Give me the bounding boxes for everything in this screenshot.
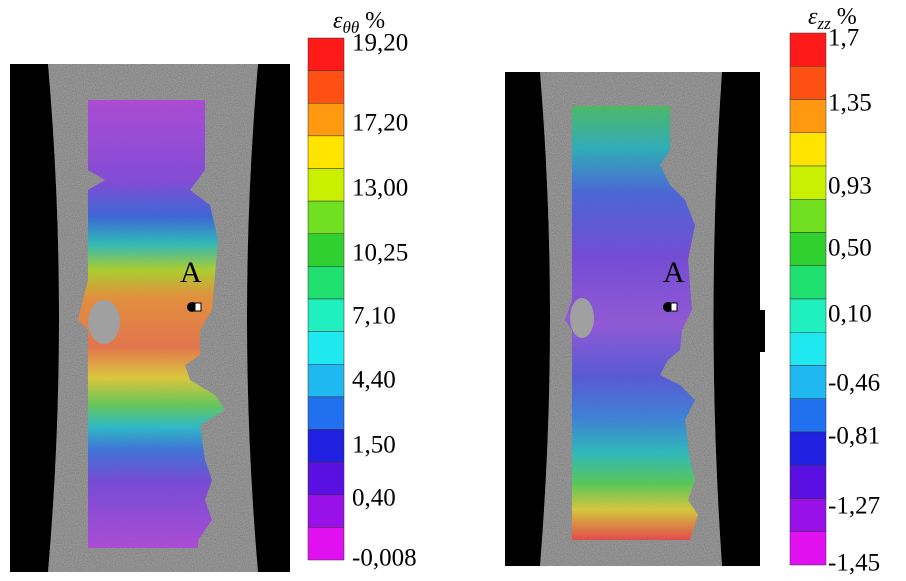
colorbar-band bbox=[789, 398, 827, 433]
colorbar-band bbox=[307, 396, 345, 430]
colorbar: 19,20 17,20 13,00 10,25 7,10 4,40 1,50 0,40 -0,0… bbox=[307, 30, 417, 572]
colorbar-title: εzz% bbox=[808, 4, 857, 33]
colorbar-label: 4,40 bbox=[352, 367, 396, 394]
colorbar-title: εθθ% bbox=[333, 8, 385, 37]
colorbar-label: 1,50 bbox=[352, 432, 396, 459]
colorbar-band bbox=[307, 461, 345, 495]
colorbar-band bbox=[307, 527, 345, 561]
colorbar-band bbox=[789, 498, 827, 532]
colorbar-band bbox=[307, 70, 345, 104]
colorbar-label: 10,25 bbox=[352, 240, 408, 267]
colorbar-label: 1,35 bbox=[828, 90, 872, 117]
colorbar-band bbox=[789, 32, 827, 67]
image-edge bbox=[760, 310, 765, 352]
point-label: A bbox=[180, 256, 202, 289]
colorbar-band bbox=[307, 266, 345, 300]
colorbar-band bbox=[307, 233, 345, 267]
colorbar-band bbox=[307, 364, 345, 398]
colorbar-band bbox=[789, 99, 827, 133]
colorbar-band bbox=[307, 331, 345, 365]
colorbar-band bbox=[789, 465, 827, 499]
colorbar: 1,7 1,35 0,93 0,50 0,10 -0,46 -0,81 -1,27 -1,45 bbox=[789, 25, 880, 577]
colorbar-band bbox=[789, 199, 827, 233]
colorbar-label: 0,40 bbox=[352, 485, 396, 512]
colorbar-label: -0,46 bbox=[828, 370, 880, 397]
colorbar-band bbox=[307, 298, 345, 332]
unit: % bbox=[365, 8, 385, 34]
colorbar-label: -0,008 bbox=[352, 545, 417, 572]
subscript: θθ bbox=[342, 18, 359, 37]
subscript: zz bbox=[816, 14, 831, 33]
colorbar-label: 19,20 bbox=[352, 30, 408, 57]
colorbar-band bbox=[789, 431, 827, 466]
specimen-image-right bbox=[505, 72, 760, 566]
colorbar-band bbox=[789, 66, 827, 100]
colorbar-band bbox=[307, 135, 345, 169]
colorbar-label: 0,93 bbox=[828, 173, 872, 200]
colorbar-band bbox=[307, 37, 345, 71]
colorbar-band bbox=[789, 165, 827, 200]
symbol: ε bbox=[808, 4, 818, 30]
colorbar-label: 17,20 bbox=[352, 110, 408, 137]
unit: % bbox=[837, 4, 857, 30]
colorbar-label: -1,45 bbox=[828, 550, 880, 577]
colorbar-band bbox=[307, 494, 345, 528]
colorbar-band bbox=[789, 332, 827, 366]
colorbar-band bbox=[789, 265, 827, 300]
specimen-image-left bbox=[10, 64, 290, 572]
colorbar-band bbox=[789, 232, 827, 266]
symbol: ε bbox=[333, 8, 343, 34]
colorbar-band bbox=[307, 200, 345, 234]
colorbar-band bbox=[307, 103, 345, 137]
colorbar-label: -1,27 bbox=[828, 493, 880, 520]
colorbar-band bbox=[789, 365, 827, 399]
colorbar-label: -0,81 bbox=[828, 423, 880, 450]
colorbar-band bbox=[789, 132, 827, 167]
colorbar-band bbox=[307, 168, 345, 202]
colorbar-label: 0,50 bbox=[828, 235, 872, 262]
colorbar-band bbox=[307, 429, 345, 463]
colorbar-label: 13,00 bbox=[352, 175, 408, 202]
point-label: A bbox=[663, 256, 685, 289]
colorbar-label: 1,7 bbox=[828, 25, 859, 52]
colorbar-band bbox=[789, 298, 827, 333]
colorbar-band bbox=[789, 531, 827, 566]
colorbar-label: 7,10 bbox=[352, 303, 396, 330]
colorbar-label: 0,10 bbox=[828, 301, 872, 328]
